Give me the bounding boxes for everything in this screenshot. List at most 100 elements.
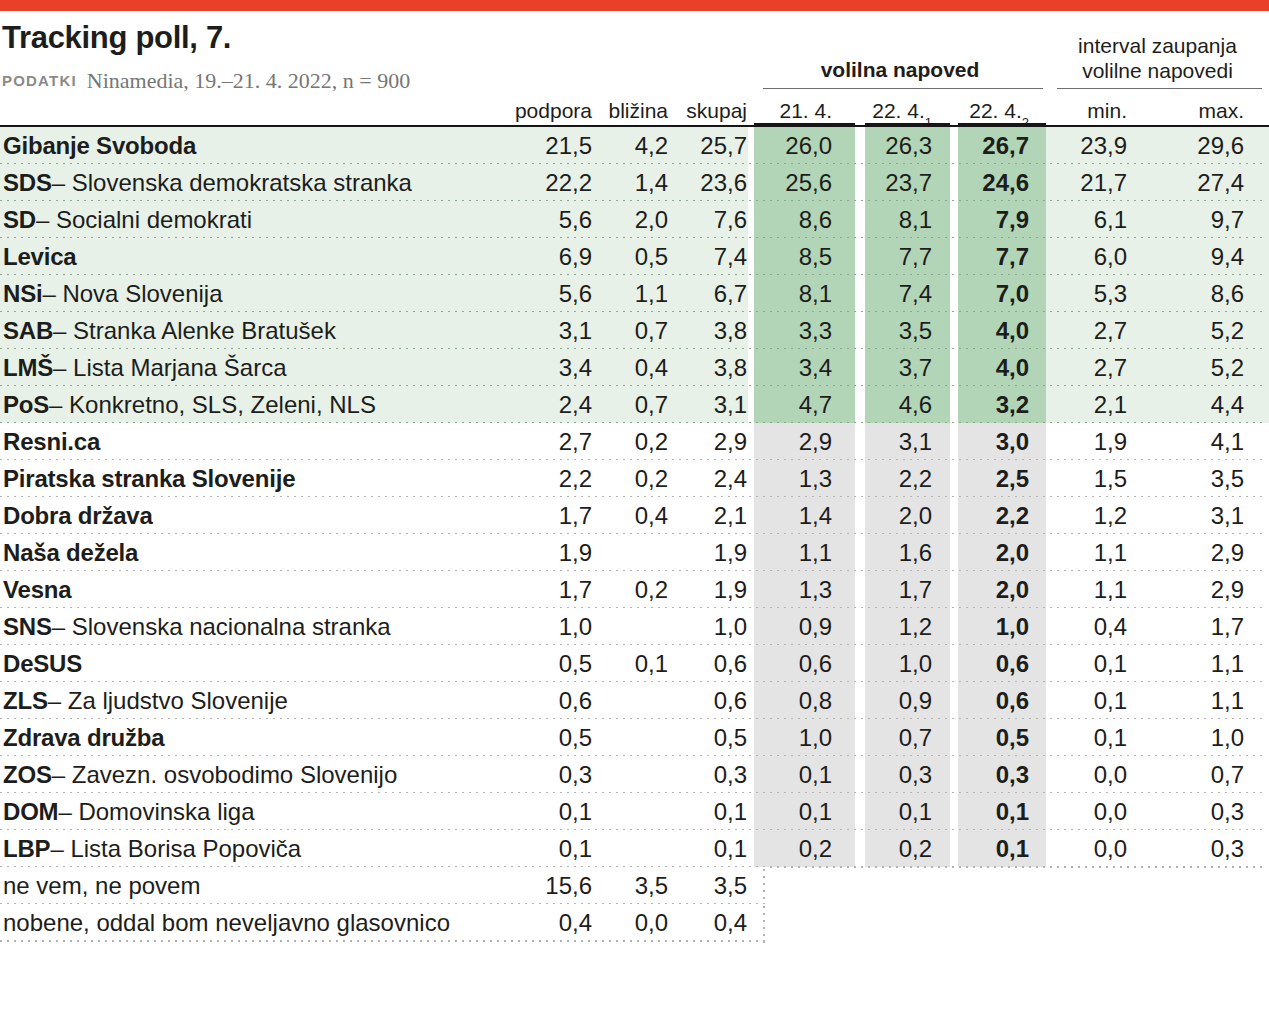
group-header-napoved: volilna napoved <box>754 58 1046 82</box>
value-cell: 25,6 <box>754 164 855 201</box>
value-cell: 1,1 <box>593 275 669 312</box>
spacer-cell <box>1245 756 1269 793</box>
value-cell: 8,6 <box>1128 275 1245 312</box>
value-cell: 2,2 <box>958 497 1046 534</box>
value-cell: 21,5 <box>501 127 593 164</box>
value-cell: 1,4 <box>593 164 669 201</box>
table-row: SAB – Stranka Alenke Bratušek3,10,73,83,… <box>0 312 1269 349</box>
value-cell: 0,3 <box>1128 830 1245 867</box>
value-cell: 0,9 <box>865 682 950 719</box>
party-desc: – Socialni demokrati <box>36 206 252 234</box>
spacer-cell <box>855 830 865 867</box>
spacer-cell <box>855 275 865 312</box>
party-abbr: Dobra država <box>3 502 153 530</box>
party-name: LMŠ – Lista Marjana Šarca <box>0 349 501 386</box>
value-cell: 0,3 <box>865 756 950 793</box>
value-cell: 0,1 <box>501 793 593 830</box>
value-cell: 1,3 <box>754 460 855 497</box>
party-abbr: Gibanje Svoboda <box>3 132 196 160</box>
value-cell: 26,3 <box>865 127 950 164</box>
spacer-cell <box>1245 830 1269 867</box>
column-header: max. <box>1128 99 1245 123</box>
value-cell: 0,5 <box>958 719 1046 756</box>
value-cell <box>593 608 669 645</box>
value-cell: 29,6 <box>1128 127 1245 164</box>
value-cell: 3,1 <box>1128 497 1245 534</box>
value-cell: 3,5 <box>865 312 950 349</box>
party-name: SD – Socialni demokrati <box>0 201 501 238</box>
value-cell: 3,1 <box>501 312 593 349</box>
column-header: skupaj <box>669 99 748 123</box>
spacer-cell <box>1245 201 1269 238</box>
value-cell: 0,2 <box>865 830 950 867</box>
group-header-interval: interval zaupanjavolilne napovedi <box>1046 33 1269 83</box>
party-desc: – Nova Slovenija <box>42 280 222 308</box>
value-cell: 0,9 <box>754 608 855 645</box>
value-cell: 1,1 <box>754 534 855 571</box>
table-row: DOM – Domovinska liga0,10,10,10,10,10,00… <box>0 793 1269 830</box>
spacer-cell <box>950 608 958 645</box>
value-cell: 0,4 <box>501 904 593 941</box>
value-cell: 1,9 <box>669 571 748 608</box>
spacer-cell <box>1245 497 1269 534</box>
value-cell: 0,1 <box>1046 645 1128 682</box>
page-title: Tracking poll, 7. <box>2 20 231 56</box>
table-row: LBP – Lista Borisa Popoviča0,10,10,20,20… <box>0 830 1269 867</box>
party-abbr: NSi <box>3 280 42 308</box>
value-cell <box>593 793 669 830</box>
spacer-cell <box>950 423 958 460</box>
spacer-cell <box>748 904 765 941</box>
table-row: Resni.ca2,70,22,92,93,13,01,94,1 <box>0 423 1269 460</box>
napoved-underline <box>763 88 1043 89</box>
value-cell <box>593 756 669 793</box>
spacer-cell <box>855 460 865 497</box>
party-desc: – Slovenska nacionalna stranka <box>52 613 391 641</box>
value-cell: 3,0 <box>958 423 1046 460</box>
value-cell: 1,9 <box>501 534 593 571</box>
column-header-spacer <box>950 99 958 123</box>
value-cell: 1,9 <box>669 534 748 571</box>
value-cell: 4,4 <box>1128 386 1245 423</box>
value-cell: 2,9 <box>1128 534 1245 571</box>
value-cell: 3,4 <box>754 349 855 386</box>
party-abbr: SDS <box>3 169 52 197</box>
value-cell: 1,7 <box>501 571 593 608</box>
value-cell: 0,5 <box>501 719 593 756</box>
value-cell: 4,0 <box>958 312 1046 349</box>
spacer-cell <box>950 312 958 349</box>
party-abbr: SD <box>3 206 36 234</box>
value-cell: 6,7 <box>669 275 748 312</box>
interval-underline <box>1057 88 1262 89</box>
spacer-cell <box>950 756 958 793</box>
value-cell: 22,2 <box>501 164 593 201</box>
table-row: ZLS – Za ljudstvo Slovenije0,60,60,80,90… <box>0 682 1269 719</box>
value-cell: 6,9 <box>501 238 593 275</box>
party-desc: – Zavezn. osvobodimo Slovenijo <box>52 761 398 789</box>
value-cell: 7,7 <box>958 238 1046 275</box>
spacer-cell <box>1245 312 1269 349</box>
spacer-cell <box>950 719 958 756</box>
party-name: DeSUS <box>0 645 501 682</box>
column-header: 21. 4. <box>754 99 855 123</box>
footer-row: nobene, oddal bom neveljavno glasovnico0… <box>0 904 765 941</box>
party-name: ZOS – Zavezn. osvobodimo Slovenijo <box>0 756 501 793</box>
value-cell: 7,9 <box>958 201 1046 238</box>
spacer-cell <box>1245 386 1269 423</box>
table-row: Zdrava družba0,50,51,00,70,50,11,0 <box>0 719 1269 756</box>
spacer-cell <box>855 497 865 534</box>
spacer-cell <box>855 238 865 275</box>
spacer-cell <box>1245 645 1269 682</box>
value-cell: 2,7 <box>1046 312 1128 349</box>
table-row: Dobra država1,70,42,11,42,02,21,23,1 <box>0 497 1269 534</box>
spacer-cell <box>1245 127 1269 164</box>
value-cell: 0,2 <box>593 460 669 497</box>
group-header-interval-line2: volilne napovedi <box>1082 59 1233 82</box>
value-cell: 1,7 <box>1128 608 1245 645</box>
value-cell: 0,3 <box>669 756 748 793</box>
value-cell: 0,7 <box>1128 756 1245 793</box>
table-row: Levica6,90,57,48,57,77,76,09,4 <box>0 238 1269 275</box>
table-row: ZOS – Zavezn. osvobodimo Slovenijo 0,3 0,3… <box>0 756 1269 793</box>
column-header: podpora <box>501 99 593 123</box>
value-cell: 0,8 <box>754 682 855 719</box>
value-cell: 0,0 <box>1046 830 1128 867</box>
